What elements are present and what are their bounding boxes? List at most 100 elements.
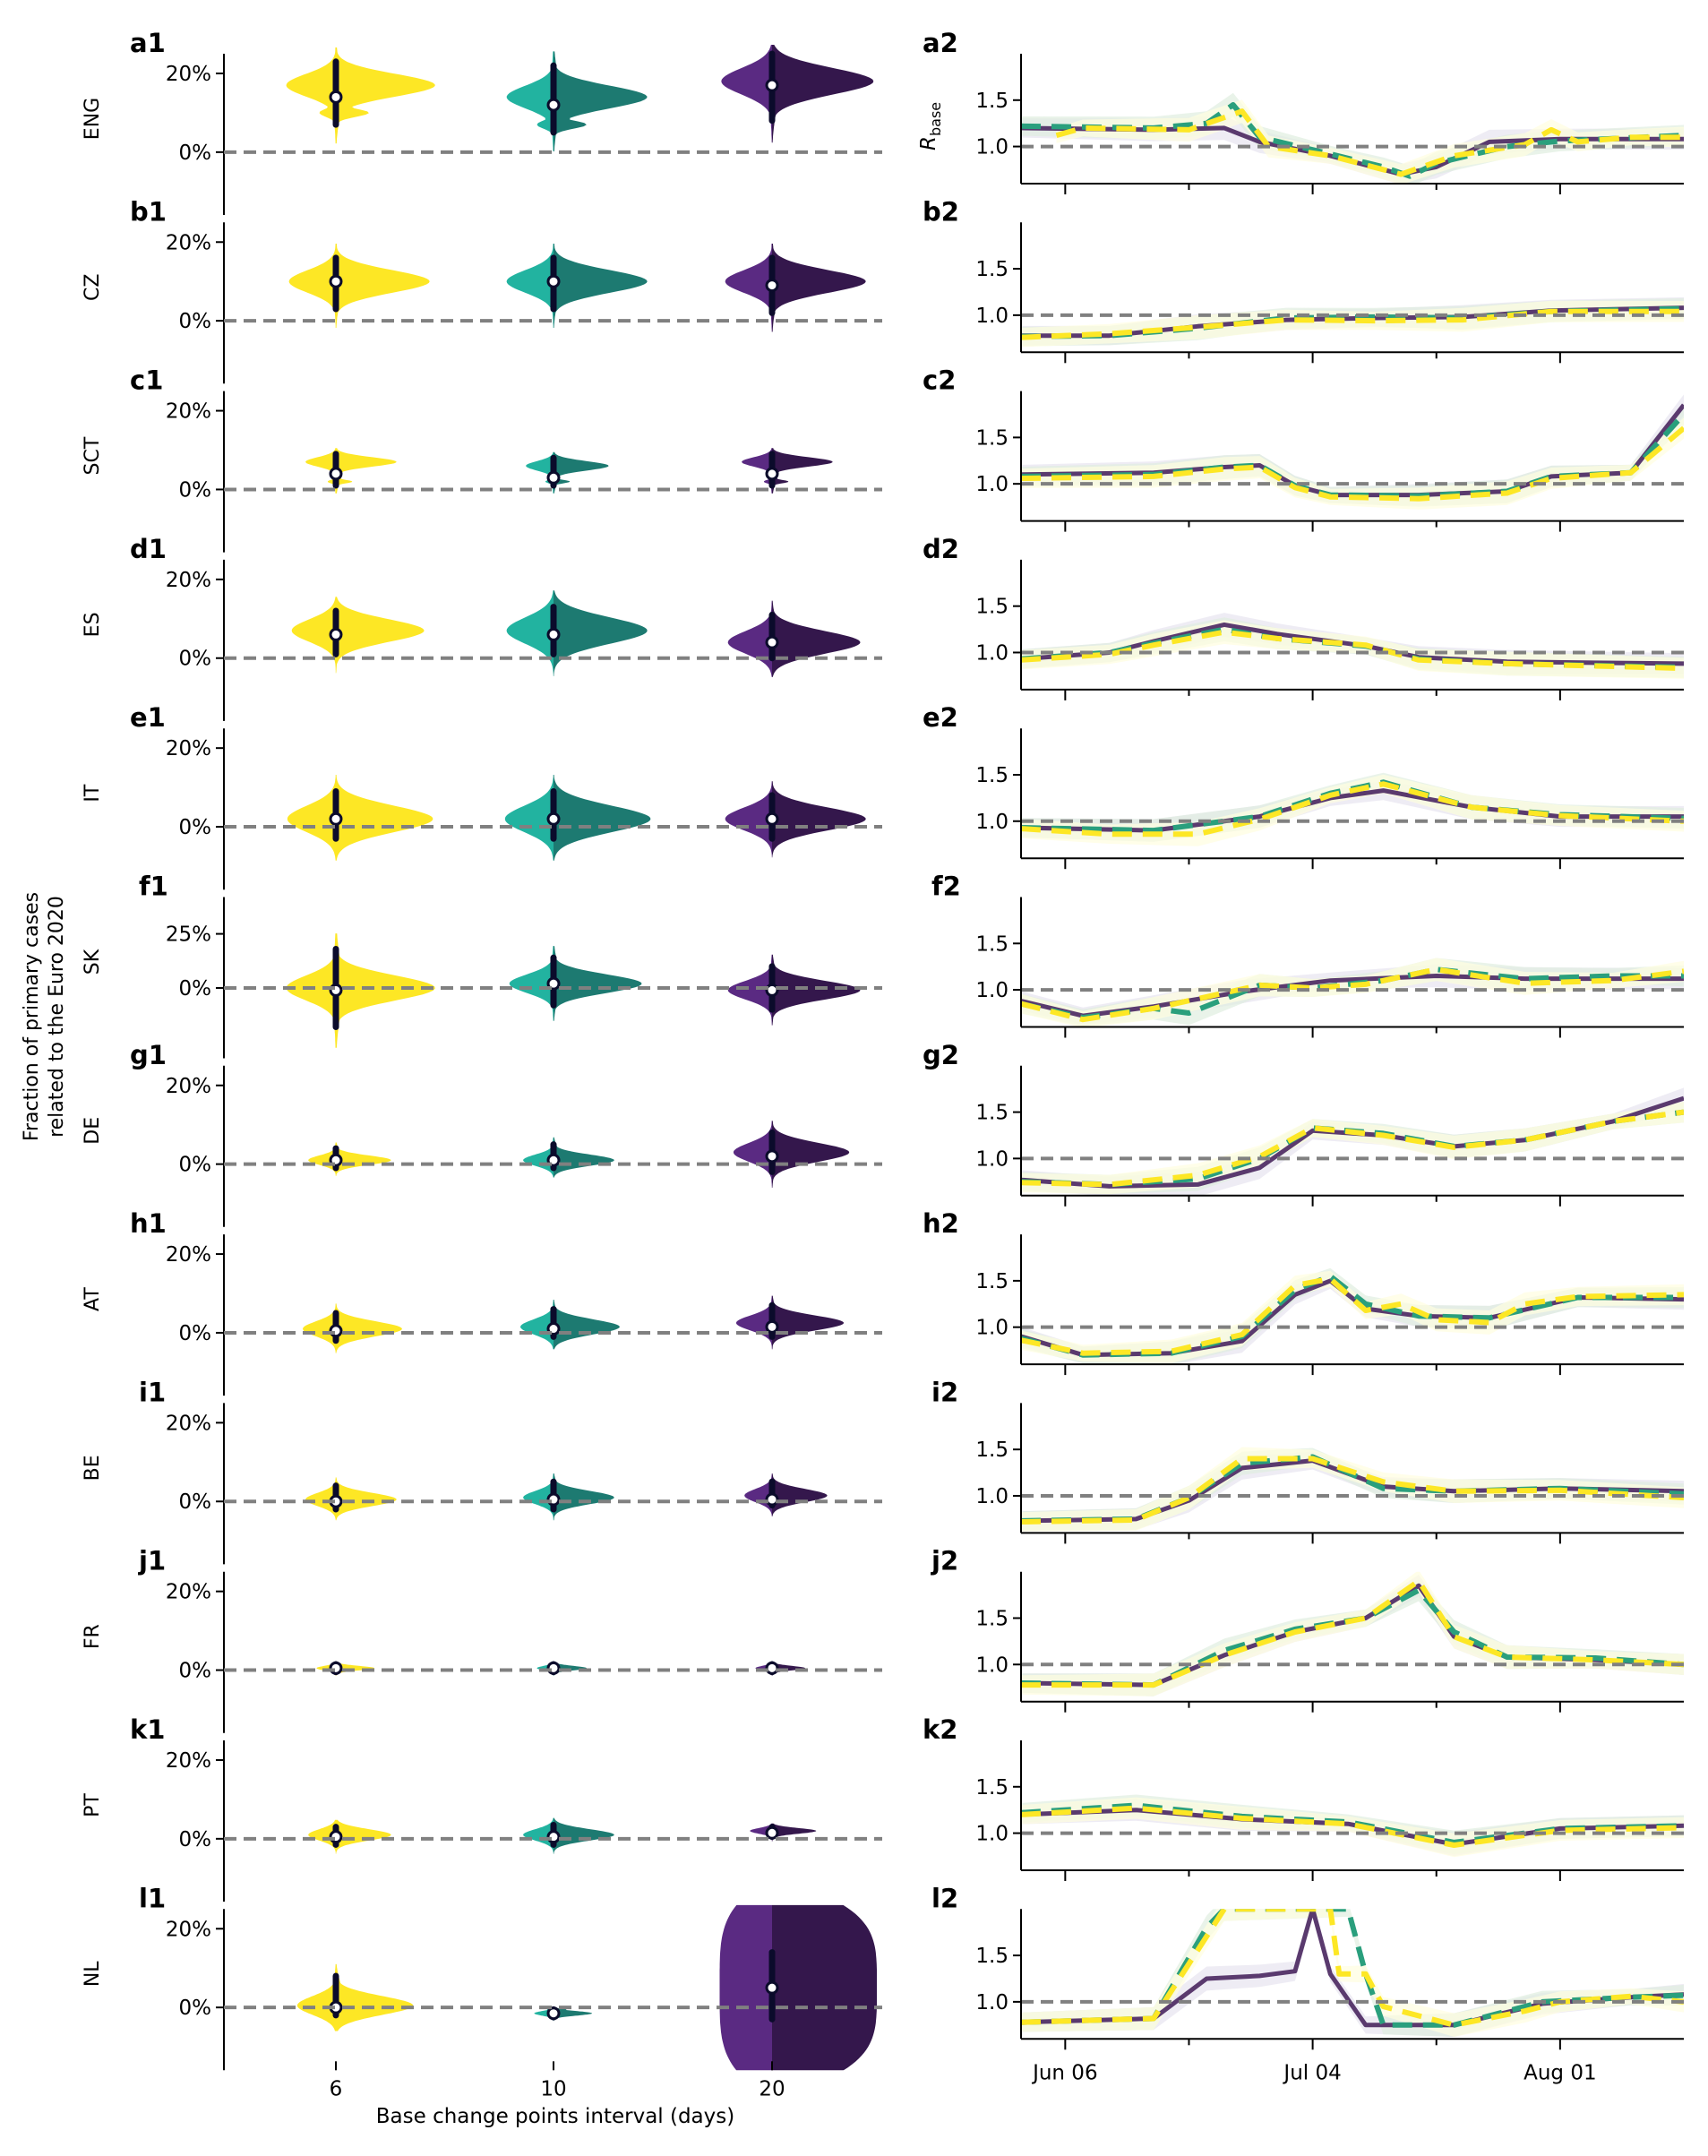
violin-left-half-10 [523, 1817, 554, 1854]
violin-left-half-10 [523, 1473, 554, 1521]
y-tick-label: 20% [166, 1749, 211, 1773]
y-tick-label: 1.0 [975, 305, 1008, 328]
violin-left-half-10 [509, 946, 554, 1021]
panel-label: k2 [923, 1714, 957, 1745]
y-tick-label: 20% [166, 1918, 211, 1941]
violin-left-half-6 [308, 1819, 336, 1854]
date-tick-label: Jun 06 [1031, 2061, 1098, 2084]
median-marker [546, 470, 561, 485]
uncertainty-band-20 [1021, 1451, 1684, 1531]
y-tick-label: 1.0 [975, 1147, 1008, 1171]
r-base-line-20 [1021, 1808, 1684, 1847]
violins-group [305, 448, 833, 494]
violin-left-half-10 [523, 1137, 554, 1178]
panel-label: l1 [139, 1883, 166, 1913]
y-tick-label: 1.5 [975, 258, 1008, 281]
violin-right-half-6 [336, 597, 425, 674]
median-marker [765, 983, 779, 997]
violin-left-half-6 [303, 1303, 336, 1353]
country-label: ENG [82, 98, 104, 140]
y-tick-label: 20% [166, 1412, 211, 1435]
panel-label: d1 [130, 534, 167, 564]
median-marker [765, 1980, 779, 1995]
y-tick-label: 0% [179, 1828, 212, 1851]
r-base-line-10 [1021, 1587, 1684, 1688]
panel-label: k1 [130, 1714, 165, 1745]
violin-left-half-20 [721, 45, 772, 143]
violins-group [286, 933, 861, 1048]
y-tick-label: 1.0 [975, 1823, 1008, 1846]
violin-right-half-10 [554, 2006, 593, 2022]
violin-left-half-10 [506, 244, 554, 329]
violin-right-half-20 [772, 1473, 828, 1516]
left-xlabel: Base change points interval (days) [376, 2105, 734, 2128]
violins-group [291, 590, 861, 677]
violins-group [305, 1473, 828, 1521]
y-tick-label: 20% [166, 400, 211, 424]
line-panel-j2: 1.0 1.5 j2 [931, 1546, 1684, 1713]
violin-right-half-10 [554, 775, 651, 861]
median-marker [546, 2006, 561, 2021]
line-panel-a2: 1.0 1.5 a2 [923, 28, 1684, 194]
country-label: FR [82, 1624, 104, 1649]
violin-right-half-20 [772, 600, 861, 677]
violin-left-half-10 [506, 51, 554, 152]
panel-label: d2 [923, 534, 959, 564]
violin-left-half-6 [308, 1142, 336, 1176]
violin-left-half-10 [526, 451, 554, 494]
violin-left-half-6 [296, 1963, 336, 2031]
line-panel-h2: 1.0 1.5 h2 [923, 1208, 1684, 1376]
violins-group [287, 775, 866, 861]
line-panel-k2: 1.0 1.5 k2 [923, 1714, 1684, 1881]
median-marker [546, 274, 561, 288]
violin-panel-d1: 0% 20% d1 ES [82, 534, 882, 721]
y-tick-label: 20% [166, 63, 211, 86]
violins-group [303, 1295, 844, 1353]
r-base-line-6 [1021, 966, 1684, 1023]
median-marker [546, 1661, 561, 1675]
median-marker [329, 812, 343, 826]
violin-panel-j1: 0% 20%j1 FR [82, 1546, 882, 1733]
violin-left-half-20 [727, 954, 772, 1026]
violin-left-half-20 [733, 1121, 772, 1189]
y-tick-label: 0% [179, 816, 212, 839]
uncertainty-band-6 [1021, 1447, 1684, 1532]
y-tick-label: 1.0 [975, 1654, 1008, 1677]
violin-right-half-20 [772, 448, 833, 494]
y-tick-label: 1.5 [975, 932, 1008, 956]
median-marker [329, 627, 343, 641]
lines-group [1021, 1447, 1684, 1532]
y-tick-label: 1.5 [975, 90, 1008, 113]
median-marker [329, 1661, 343, 1675]
r-base-line-20 [1021, 1583, 1684, 1688]
lines-group [1021, 958, 1684, 1027]
r-base-line-6 [1021, 1456, 1684, 1525]
median-marker [329, 1830, 343, 1844]
y-tick-label: 0% [179, 1322, 212, 1345]
panel-label: l2 [931, 1883, 958, 1913]
country-label: IT [82, 784, 104, 802]
violin-right-half-6 [336, 1303, 402, 1353]
panel-label: a1 [130, 28, 166, 58]
violin-right-half-6 [336, 1142, 391, 1176]
violin-right-half-6 [336, 448, 397, 494]
median-marker [546, 812, 561, 826]
median-marker [765, 1661, 779, 1675]
lines-group [1021, 1571, 1684, 1696]
uncertainty-band-6 [1021, 1909, 1684, 2037]
y-tick-label: 1.5 [975, 1439, 1008, 1462]
country-label: AT [82, 1287, 104, 1311]
violin-right-half-6 [336, 1661, 375, 1676]
violin-right-half-10 [554, 244, 648, 329]
x-tick-label: 10 [540, 2077, 566, 2100]
country-label: ES [82, 612, 104, 637]
x-tick-label: 20 [759, 2077, 785, 2100]
lines-group [1021, 772, 1684, 846]
violin-left-half-10 [520, 1300, 554, 1350]
y-tick-label: 1.0 [975, 1317, 1008, 1340]
y-tick-label: 1.0 [975, 1485, 1008, 1508]
lines-group [1021, 394, 1684, 510]
y-tick-label: 1.0 [975, 811, 1008, 834]
violin-left-half-6 [286, 933, 336, 1048]
violin-left-half-10 [504, 775, 554, 861]
